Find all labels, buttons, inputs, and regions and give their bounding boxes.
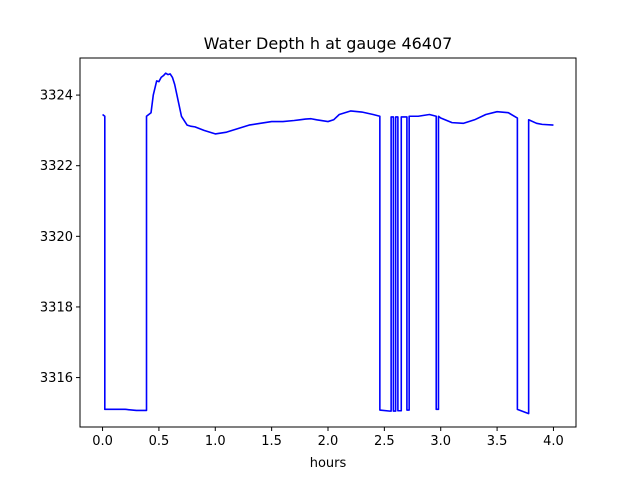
x-tick-label: 0.0 [92,434,113,449]
y-axis: 3316 3318 3320 3322 3324 [40,89,80,386]
y-tick-label: 3324 [40,89,73,104]
y-tick-label: 3318 [40,300,73,315]
y-tick-label: 3320 [40,230,73,245]
x-tick-label: 1.0 [205,434,226,449]
x-tick-label: 0.5 [149,434,170,449]
x-tick-label: 2.0 [318,434,339,449]
x-tick-label: 2.5 [374,434,395,449]
series-line [102,72,554,415]
y-tick-label: 3316 [40,371,73,386]
x-tick-label: 3.5 [487,434,508,449]
x-tick-label: 1.5 [261,434,282,449]
x-tick-label: 4.0 [543,434,564,449]
x-tick-label: 3.0 [430,434,451,449]
x-axis-label: hours [310,456,347,471]
chart-title: Water Depth h at gauge 46407 [204,34,453,53]
y-tick-label: 3322 [40,159,73,174]
plot-frame [79,57,577,428]
plot-area [79,57,577,428]
x-axis: 0.0 0.5 1.0 1.5 2.0 2.5 3.0 3.5 4.0 [92,427,564,449]
